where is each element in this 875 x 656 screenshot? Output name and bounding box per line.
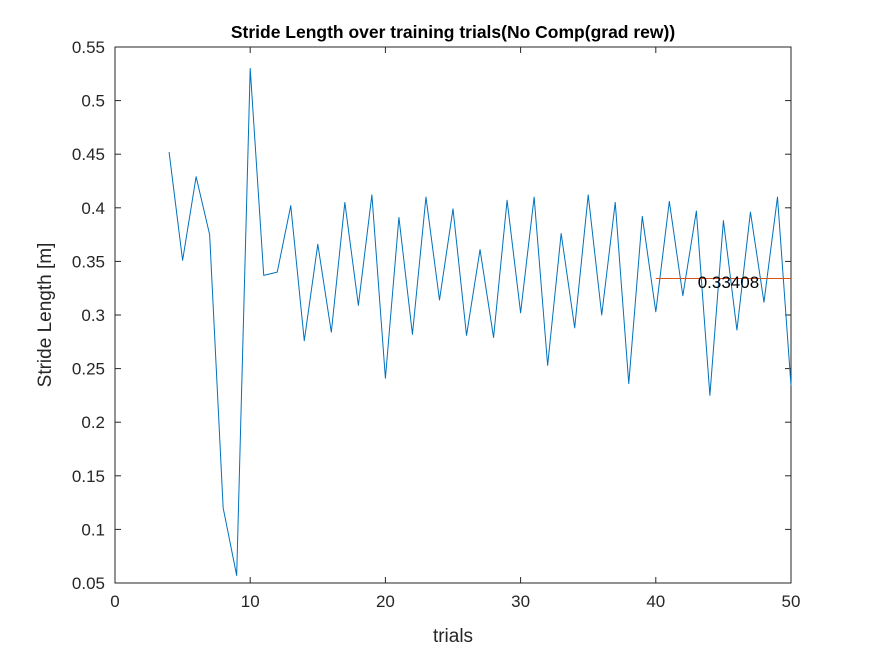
x-tick-label: 40 [646,592,665,611]
y-axis-label: Stride Length [m] [35,243,56,388]
series-layer [168,67,792,576]
y-tick-label: 0.2 [81,413,105,432]
y-tick-label: 0.4 [81,199,105,218]
y-tick-label: 0.35 [72,252,105,271]
chart-title: Stride Length over training trials(No Co… [231,22,675,42]
y-tick-label: 0.3 [81,306,105,325]
y-tick-label: 0.5 [81,92,105,111]
x-axis: 0 10 20 30 40 50 [110,47,800,611]
y-tick-label: 0.25 [72,360,105,379]
plot-area [114,46,792,584]
y-axis: 0.05 0.1 0.15 0.2 0.25 0.3 0.35 0.4 0.45 0.5 0.55 [72,38,791,593]
x-axis-label: trials [433,626,473,647]
annotation-layer: 0.33408 [698,273,759,292]
y-tick-label: 0.55 [72,38,105,57]
x-tick-label: 20 [376,592,395,611]
stride-length-line [168,67,792,576]
y-tick-label: 0.05 [72,574,105,593]
x-tick-label: 0 [110,592,119,611]
y-tick-label: 0.15 [72,467,105,486]
y-tick-label: 0.1 [81,520,105,539]
x-tick-label: 30 [511,592,530,611]
y-tick-label: 0.45 [72,145,105,164]
x-tick-label: 10 [241,592,260,611]
x-tick-label: 50 [782,592,801,611]
mean-value-annotation: 0.33408 [698,273,759,292]
